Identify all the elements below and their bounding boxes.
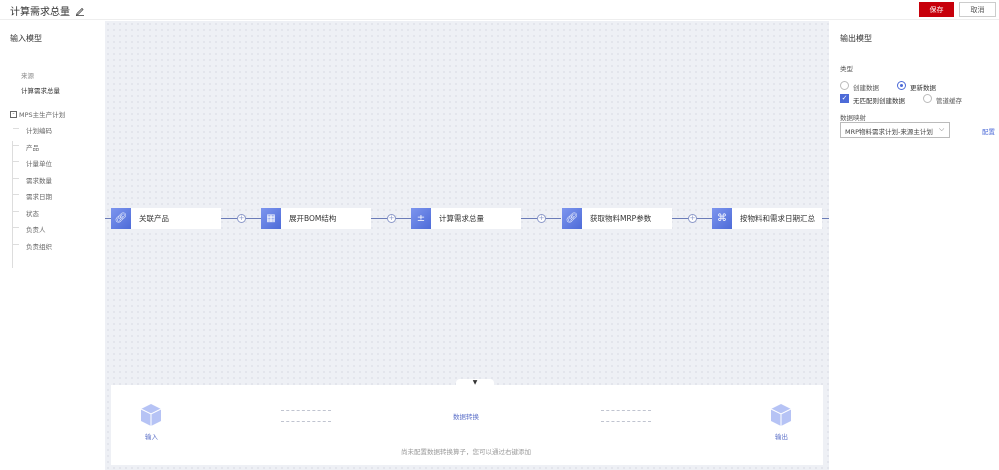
field-item[interactable]: 负责组织 [26,242,52,251]
field-item[interactable]: 需求数量 [26,176,52,185]
tree-branch [13,128,19,129]
config-link[interactable]: 配置 [982,128,995,136]
edit-icon[interactable] [75,6,85,16]
connector [822,218,829,219]
field-item[interactable]: 计划编码 [26,127,52,135]
top-bar: 计算需求总量 保存 取消 [0,0,999,20]
radio-create-label: 创建数据 [853,84,879,92]
pipeline-cache-label: 管道缓存 [936,97,962,105]
node-label: 按物料和需求日期汇总 [740,214,815,223]
transform-panel: ▼ 输入 数据转换 输出 尚未配置数据转换算子，您可以通过右键添加 [111,379,823,465]
mapping-label: 数据映射 [840,114,866,122]
link-icon: 🔗︎ [562,208,582,229]
node-label: 获取物料MRP参数 [590,214,652,223]
create-if-no-match-label: 无匹配则创建数据 [853,97,905,105]
output-model-heading: 输出模型 [840,34,872,43]
mapping-value: MRP物料需求计划-来源主计划 [845,128,933,136]
tree-branch [13,177,19,179]
source-label: 来源 [21,72,34,80]
collapse-toggle[interactable]: ▼ [456,379,494,387]
dashed-arrow [281,421,331,422]
link-icon: 🔗︎ [111,208,131,229]
transform-label: 数据转换 [453,413,479,421]
tree-group[interactable]: - MPS主生产计划 [10,109,65,119]
tree-branch [13,144,19,146]
source-value: 计算需求总量 [21,87,60,95]
dashed-arrow [281,410,331,411]
tree-branch [13,161,19,162]
dashed-arrow [601,410,651,411]
field-item[interactable]: 状态 [26,209,39,218]
field-item[interactable]: 产品 [26,143,39,152]
output-label: 输出 [775,433,788,441]
add-node-icon[interactable]: + [688,214,697,223]
field-item[interactable]: 需求日期 [26,193,52,201]
input-model-heading: 输入模型 [10,34,42,43]
cancel-button[interactable]: 取消 [959,2,996,17]
flow-node[interactable]: 🔗︎ 关联产品 [111,208,221,229]
flow-node[interactable]: ± 计算需求总量 [411,208,521,229]
flow-node[interactable]: ▦ 展开BOM结构 [261,208,371,229]
radio-update[interactable] [897,81,906,90]
chevron-down-icon[interactable]: ⌵ [939,125,949,135]
transform-hint: 尚未配置数据转换算子，您可以通过右键添加 [401,448,531,456]
calculator-icon: ± [411,208,431,229]
collapse-icon[interactable]: - [10,110,17,118]
connector [105,218,111,219]
radio-create[interactable] [840,81,849,90]
tree-branch [13,210,19,212]
flow-node[interactable]: 🔗︎ 获取物料MRP参数 [562,208,672,229]
radio-update-label: 更新数据 [910,84,936,92]
grid-icon: ▦ [261,208,281,229]
checkbox-pipeline-cache[interactable] [923,94,932,103]
page-title: 计算需求总量 [10,3,85,18]
field-item[interactable]: 负责人 [26,226,46,234]
tree-line [12,141,13,268]
node-label: 关联产品 [139,214,169,223]
add-node-icon[interactable]: + [237,214,246,223]
tree-branch [13,227,19,228]
input-label: 输入 [145,433,158,441]
type-label: 类型 [840,65,853,73]
input-model-panel: 输入模型 来源 计算需求总量 - MPS主生产计划 计划编码产品计量单位需求数量… [0,21,105,470]
mapping-select[interactable]: MRP物料需求计划-来源主计划 [840,122,950,138]
tree-branch [13,243,19,245]
output-cube-icon [770,404,792,426]
field-item[interactable]: 计量单位 [26,160,52,168]
aggregate-icon: ⌘ [712,208,732,229]
flow-canvas[interactable]: 🔗︎ 关联产品 + ▦ 展开BOM结构 + ± 计算需求总量 + 🔗︎ 获取物料MRP参数 + ⌘ 按物料… [105,21,829,470]
add-node-icon[interactable]: + [537,214,546,223]
checkbox-create-if-no-match[interactable]: ✓ [840,94,849,103]
input-cube-icon [140,404,162,426]
tree-branch [13,194,19,195]
title-text: 计算需求总量 [10,7,70,18]
node-label: 展开BOM结构 [289,214,337,223]
node-label: 计算需求总量 [439,214,484,223]
save-button[interactable]: 保存 [919,2,954,17]
flow-node[interactable]: ⌘ 按物料和需求日期汇总 [712,208,822,229]
dashed-arrow [601,421,651,422]
group-label: MPS主生产计划 [19,111,66,119]
add-node-icon[interactable]: + [387,214,396,223]
output-model-panel: 输出模型 类型 创建数据 更新数据 ✓ 无匹配则创建数据 管道缓存 数据映射 M… [829,21,999,470]
